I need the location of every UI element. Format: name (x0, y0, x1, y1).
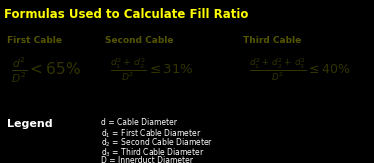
Text: $\frac{d_1^{2}+\, d_2^{2}}{D^{2}}\leq31\%$: $\frac{d_1^{2}+\, d_2^{2}}{D^{2}}\leq31\… (110, 57, 194, 83)
Text: D = Innerduct Diameter: D = Innerduct Diameter (101, 156, 193, 163)
Text: d = Cable Diameter: d = Cable Diameter (101, 118, 177, 127)
Text: d$_3$ = Third Cable Diameter: d$_3$ = Third Cable Diameter (101, 146, 205, 159)
Text: $\frac{d_1^{2}+\, d_2^{2}+\, d_3^{2}}{D^{2}}\leq40\%$: $\frac{d_1^{2}+\, d_2^{2}+\, d_3^{2}}{D^… (249, 57, 350, 83)
Text: d$_1$ = First Cable Diameter: d$_1$ = First Cable Diameter (101, 127, 202, 140)
Text: Second Cable: Second Cable (105, 37, 173, 45)
Text: First Cable: First Cable (7, 37, 62, 45)
Text: Formulas Used to Calculate Fill Ratio: Formulas Used to Calculate Fill Ratio (4, 8, 249, 21)
Text: Third Cable: Third Cable (243, 37, 301, 45)
Text: $\frac{d^{2}}{D^{2}}<65\%$: $\frac{d^{2}}{D^{2}}<65\%$ (11, 56, 81, 85)
Text: d$_2$ = Second Cable Diameter: d$_2$ = Second Cable Diameter (101, 137, 213, 149)
Text: Legend: Legend (7, 119, 53, 129)
